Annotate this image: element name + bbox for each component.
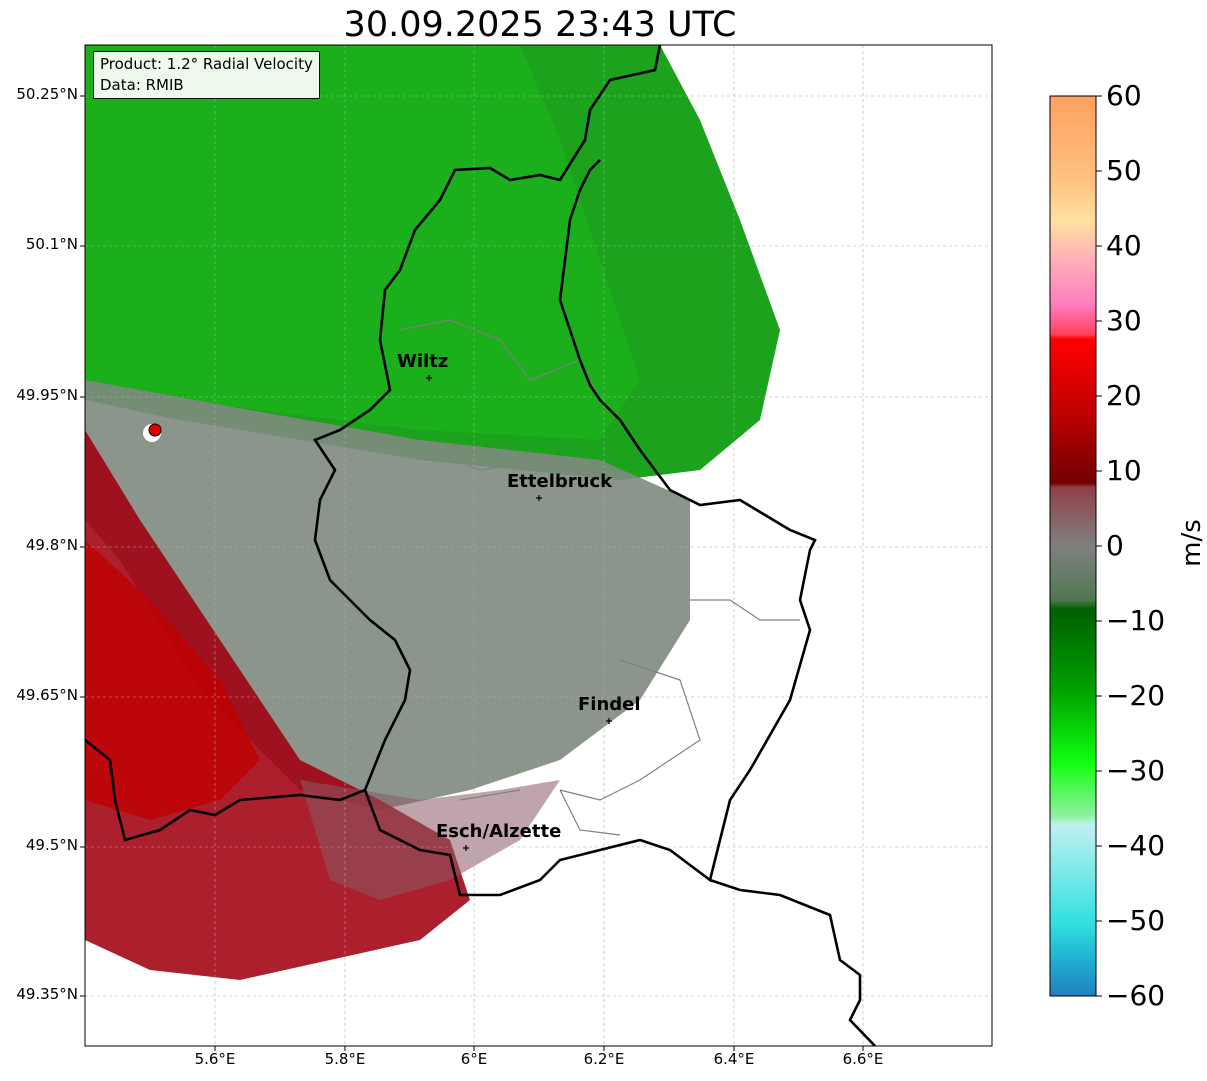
lon-label: 5.8°E bbox=[324, 1050, 366, 1068]
city-label-findel: Findel bbox=[578, 694, 641, 715]
colorbar-tick-label: 40 bbox=[1106, 229, 1142, 262]
lat-label: 49.5°N bbox=[25, 836, 78, 854]
wiltz-marker bbox=[426, 375, 432, 381]
lat-label: 49.8°N bbox=[25, 536, 78, 554]
colorbar-tick-label: 20 bbox=[1106, 379, 1142, 412]
map-title: 30.09.2025 23:43 UTC bbox=[343, 5, 737, 45]
lon-label: 5.6°E bbox=[194, 1050, 236, 1068]
colorbar-tick-label: −10 bbox=[1106, 604, 1166, 637]
lon-label: 6°E bbox=[460, 1050, 488, 1068]
national-border bbox=[85, 45, 876, 1046]
lat-label: 49.95°N bbox=[16, 386, 78, 404]
colorbar bbox=[1049, 95, 1097, 997]
city-label-ettelbruck: Ettelbruck bbox=[507, 471, 613, 492]
colorbar-tick-label: 50 bbox=[1106, 154, 1142, 187]
lon-label: 6.2°E bbox=[583, 1050, 625, 1068]
axis-ticks bbox=[80, 95, 864, 1051]
colorbar-tick-label: 30 bbox=[1106, 304, 1142, 337]
city-markers bbox=[426, 375, 612, 851]
city-label-wiltz: Wiltz bbox=[397, 351, 449, 372]
lat-label: 49.35°N bbox=[16, 985, 78, 1003]
colorbar-tick-label: 60 bbox=[1106, 79, 1142, 112]
colorbar-tick-label: −60 bbox=[1106, 979, 1166, 1012]
product-label: Product: 1.2° Radial Velocity bbox=[100, 55, 313, 73]
lon-label: 6.4°E bbox=[713, 1050, 755, 1068]
colorbar-tick-label: −30 bbox=[1106, 754, 1166, 787]
data-source-label: Data: RMIB bbox=[100, 76, 184, 94]
colorbar-tick-label: −50 bbox=[1106, 904, 1166, 937]
ettelbruck-marker bbox=[536, 495, 542, 501]
findel-marker bbox=[606, 718, 612, 724]
receding-velocity-core bbox=[85, 540, 260, 820]
mixed-velocity-fringe bbox=[300, 780, 560, 900]
colorbar-tick-label: 0 bbox=[1106, 529, 1124, 562]
radar-site-marker bbox=[148, 423, 162, 437]
lat-label: 50.1°N bbox=[25, 235, 78, 253]
lon-label: 6.6°E bbox=[842, 1050, 884, 1068]
esch-marker bbox=[463, 845, 469, 851]
gridlines bbox=[85, 45, 992, 1046]
colorbar-ticks bbox=[1096, 95, 1102, 997]
colorbar-tick-label: −40 bbox=[1106, 829, 1166, 862]
district-borders bbox=[399, 319, 800, 836]
city-label-esch-alzette: Esch/Alzette bbox=[436, 821, 562, 842]
map-frame bbox=[84, 44, 993, 1047]
colorbar-tick-label: 10 bbox=[1106, 454, 1142, 487]
info-box: Product: 1.2° Radial Velocity Data: RMIB bbox=[93, 51, 320, 99]
colorbar-tick-label: −20 bbox=[1106, 679, 1166, 712]
lat-label: 49.65°N bbox=[16, 686, 78, 704]
lat-label: 50.25°N bbox=[16, 85, 78, 103]
colorbar-unit-label: m/s bbox=[1176, 519, 1207, 567]
